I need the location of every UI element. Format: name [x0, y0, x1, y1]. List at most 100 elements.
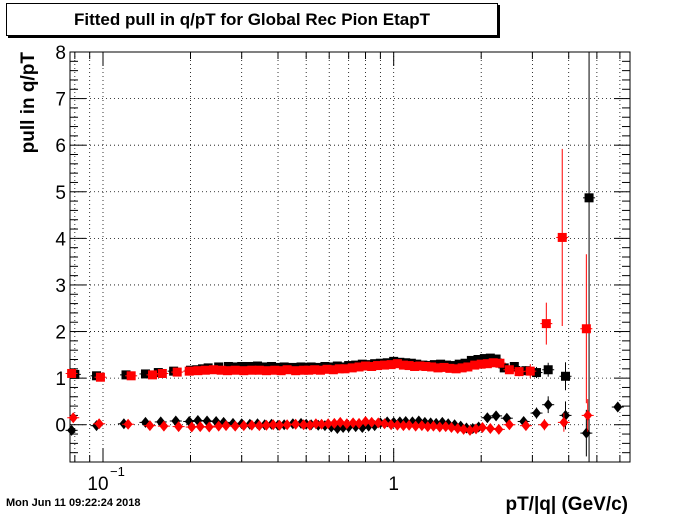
y-tick-label: 1 [55, 369, 66, 390]
data-point-diamond [145, 420, 155, 432]
data-point-square [216, 365, 226, 375]
data-point-square [470, 360, 480, 370]
data-point-diamond [159, 420, 169, 432]
data-point-square [532, 368, 542, 378]
plot-frame [69, 51, 631, 463]
data-point-square [282, 365, 292, 375]
data-point-square [172, 367, 182, 377]
data-point-diamond [317, 418, 327, 430]
data-point-diamond [532, 407, 542, 419]
data-point-diamond [539, 419, 549, 431]
y-tick-label: 4 [55, 229, 66, 250]
data-point-square [380, 360, 390, 370]
data-point-square [328, 365, 338, 375]
data-point-square [291, 366, 301, 376]
data-point-diamond [459, 423, 469, 435]
data-point-square [200, 365, 210, 375]
data-point-square [373, 361, 383, 371]
data-point-diamond [329, 417, 339, 429]
data-point-diamond [335, 416, 345, 428]
data-point-diamond [471, 423, 481, 435]
data-point-diamond [417, 420, 427, 432]
data-point-diamond [380, 418, 390, 430]
data-point-diamond [230, 420, 240, 432]
y-axis-title: pull in q/pT [18, 52, 39, 154]
data-point-square [482, 359, 492, 369]
data-point-square [140, 369, 150, 379]
data-point-diamond [521, 420, 531, 432]
data-point-square [463, 362, 473, 372]
data-point-square [304, 365, 314, 375]
y-tick-label: 5 [55, 183, 66, 204]
x-tick-label: 10 [87, 474, 108, 495]
data-point-square [254, 365, 264, 375]
data-point-square [322, 364, 332, 374]
data-point-diamond [282, 419, 292, 431]
data-point-diamond [367, 416, 377, 428]
data-point-diamond [268, 419, 278, 431]
data-point-square [466, 355, 476, 365]
data-point-diamond [247, 419, 257, 431]
data-point-diamond [195, 421, 205, 433]
data-point-square [184, 366, 194, 376]
data-point-diamond [411, 420, 421, 432]
chart-title: Fitted pull in q/pT for Global Rec Pion … [6, 3, 498, 36]
data-point-square [209, 365, 219, 375]
timestamp: Mon Jun 11 09:22:24 2018 [6, 497, 141, 509]
y-tick-label: 2 [55, 323, 66, 344]
y-tick-label: 6 [55, 136, 66, 157]
series-0 [68, 52, 596, 462]
data-point-diamond [94, 418, 104, 430]
data-point-square [504, 365, 514, 375]
data-point-diamond [559, 416, 569, 428]
data-point-square [404, 361, 414, 371]
data-point-diamond [482, 412, 492, 424]
data-point-square [147, 370, 157, 380]
data-point-diamond [305, 419, 315, 431]
data-point-square [315, 365, 325, 375]
data-point-diamond [453, 422, 463, 434]
data-point-diamond [485, 422, 495, 434]
data-point-diamond [174, 421, 184, 433]
y-tick-label: 3 [55, 276, 66, 297]
data-point-diamond [465, 424, 475, 436]
data-point-square [222, 366, 232, 376]
data-point-square [193, 366, 203, 376]
data-point-diamond [491, 410, 501, 422]
data-point-diamond [361, 415, 371, 427]
data-point-square [354, 362, 364, 372]
data-point-square [361, 361, 371, 371]
data-point-square [340, 364, 350, 374]
grid-lines [70, 51, 630, 462]
y-tick-label: 7 [55, 90, 66, 111]
data-point-square [479, 354, 489, 364]
data-point-square [126, 371, 136, 381]
data-point-square [433, 363, 443, 373]
data-point-diamond [254, 420, 264, 432]
data-point-square [495, 358, 505, 368]
data-point-diamond [581, 427, 591, 439]
tick-labels: 0 1 2 3 4 5 6 7 8 10−1 1 [55, 43, 399, 495]
data-point-square [386, 360, 396, 370]
data-point-diamond [239, 420, 249, 432]
data-point-diamond [68, 412, 78, 424]
data-point-square [276, 366, 286, 376]
data-point-square [445, 363, 455, 373]
data-point-square [121, 370, 131, 380]
data-point-square [485, 353, 495, 363]
data-point-square [488, 358, 498, 368]
data-point-diamond [613, 401, 623, 413]
series-3 [67, 399, 594, 436]
x-tick-label-exponent: −1 [110, 464, 125, 479]
y-tick-label: 0 [55, 416, 66, 437]
data-point-square [392, 359, 402, 369]
data-point-square [476, 359, 486, 369]
data-point-diamond [428, 420, 438, 432]
data-point-square [157, 368, 167, 378]
data-point-diamond [291, 418, 301, 430]
data-point-square [415, 361, 425, 371]
data-point-diamond [404, 419, 414, 431]
data-point-square [230, 365, 240, 375]
data-point-square [499, 363, 509, 373]
